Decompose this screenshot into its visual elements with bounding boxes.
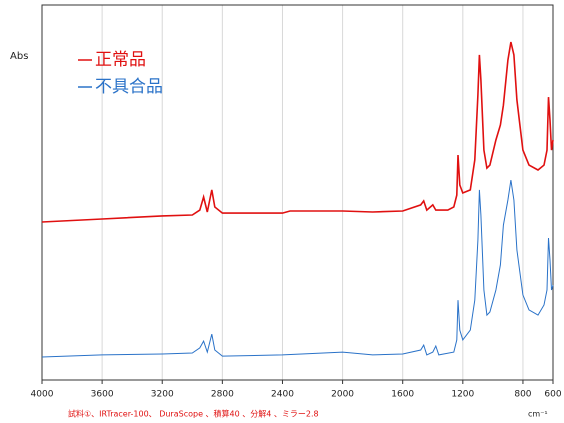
footnote: 試料①、IRTracer-100、 DuraScope 、積算40 、分解4 、… — [68, 409, 319, 419]
legend-label: 不具合品 — [95, 77, 163, 97]
plot-frame — [41, 4, 554, 381]
x-tick-label: 1600 — [391, 390, 414, 400]
x-tick-label: 4000 — [31, 390, 54, 400]
x-tick-label: 2800 — [211, 390, 234, 400]
x-tick-label: 3600 — [91, 390, 114, 400]
series-line — [41, 180, 554, 358]
x-tick-label: 800 — [514, 390, 531, 400]
x-tick-label: 2400 — [271, 390, 294, 400]
series-line — [41, 41, 554, 223]
x-tick-label: 1200 — [451, 390, 474, 400]
x-axis-label: cm⁻¹ — [528, 410, 548, 419]
x-tick-label: 2000 — [331, 390, 354, 400]
x-tick-label: 3200 — [151, 390, 174, 400]
x-tick-label: 600 — [544, 390, 561, 400]
y-axis-label: Abs — [10, 51, 28, 62]
legend-label: 正常品 — [95, 50, 146, 70]
